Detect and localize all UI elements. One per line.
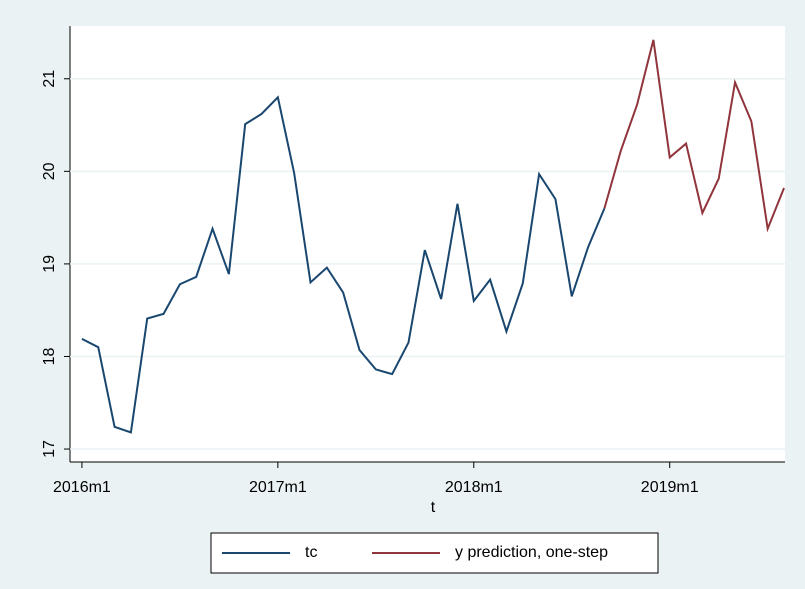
legend-label: y prediction, one-step [455,544,608,561]
x-tick-label: 2019m1 [641,479,699,496]
series-line [603,39,785,233]
y-tick-label: 19 [41,255,58,273]
x-tick-label: 2017m1 [249,479,307,496]
plot-area [70,26,785,462]
y-tick-label: 17 [41,440,58,458]
x-axis-label: t [431,499,436,516]
y-tick-label: 21 [41,70,58,88]
series-line [81,95,606,434]
x-tick-label: 2018m1 [445,479,503,496]
y-tick-label: 18 [41,347,58,365]
x-tick-label: 2016m1 [53,479,111,496]
y-tick-label: 20 [41,162,58,180]
legend-label: tc [305,544,317,561]
